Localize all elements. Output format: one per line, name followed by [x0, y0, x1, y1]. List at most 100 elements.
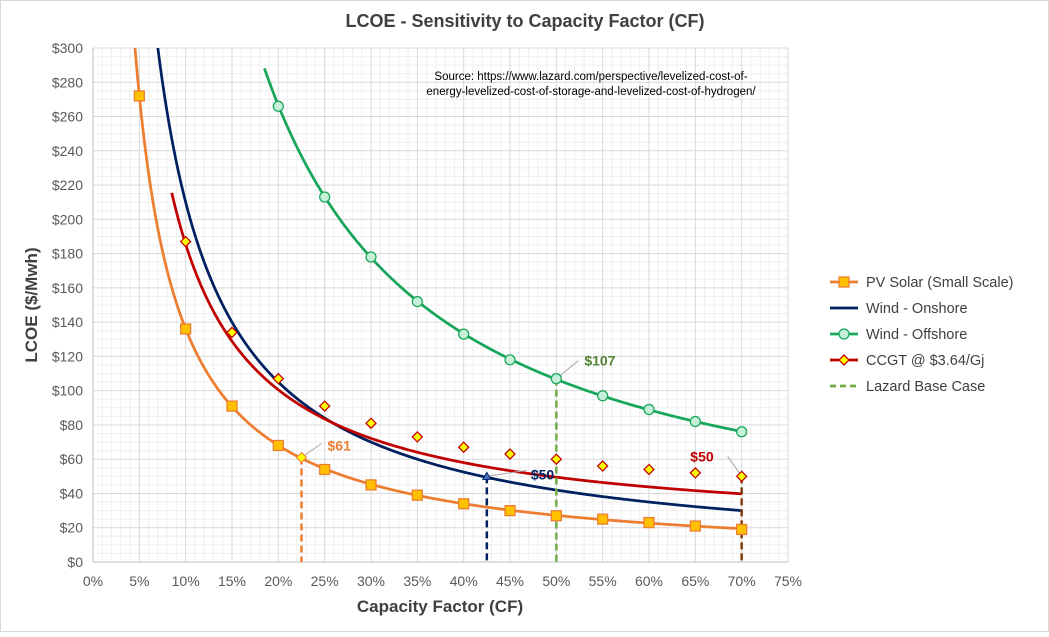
- data-point-marker: [736, 523, 748, 536]
- data-point-marker: [643, 463, 655, 476]
- legend-label: Lazard Base Case: [866, 379, 985, 395]
- y-tick-label: $60: [60, 451, 84, 467]
- x-tick-label: 60%: [635, 573, 663, 589]
- legend-label: Wind - Onshore: [866, 301, 968, 317]
- data-point-marker: [318, 400, 331, 412]
- data-point-marker: [226, 326, 238, 339]
- legend-marker: [838, 276, 850, 288]
- x-tick-label: 15%: [218, 573, 246, 589]
- x-tick-label: 10%: [172, 573, 200, 589]
- data-point-marker: [272, 372, 285, 385]
- base-case-annotations: $61 $50 $107 $50: [300, 353, 743, 562]
- series-line: [170, 192, 743, 496]
- y-tick-label: $140: [52, 314, 83, 330]
- series-markers: [133, 90, 748, 536]
- data-point-marker: [550, 373, 562, 385]
- data-point-marker: [689, 520, 701, 532]
- data-point-marker: [643, 516, 655, 529]
- y-tick-label: $80: [60, 417, 84, 433]
- x-tick-label: 45%: [496, 573, 524, 589]
- x-tick-label: 70%: [728, 573, 756, 589]
- source-text-line-1: Source: https://www.lazard.com/perspecti…: [434, 71, 747, 83]
- data-point-marker: [504, 354, 516, 366]
- legend-marker: [838, 328, 850, 340]
- data-point-marker: [504, 504, 516, 517]
- legend: PV Solar (Small Scale) Wind - Onshore Wind…: [830, 275, 1013, 395]
- data-point-marker: [736, 426, 748, 438]
- data-point-marker: [272, 439, 284, 452]
- y-tick-label: $300: [52, 40, 83, 56]
- data-point-marker: [411, 295, 423, 308]
- y-tick-label: $100: [52, 383, 83, 399]
- data-point-marker: [319, 191, 331, 203]
- base-case-value-label: $50: [690, 448, 714, 464]
- data-point-marker: [411, 431, 424, 443]
- legend-label: PV Solar (Small Scale): [866, 275, 1013, 291]
- base-case-value-label: $61: [328, 437, 352, 453]
- x-tick-label: 40%: [450, 573, 478, 589]
- legend-label: CCGT @ $3.64/Gj: [866, 353, 984, 369]
- base-case-value-label: $50: [531, 466, 555, 482]
- y-tick-label: $220: [52, 177, 83, 193]
- data-point-marker: [596, 460, 609, 472]
- y-tick-label: $20: [60, 520, 84, 536]
- y-tick-label: $120: [52, 348, 83, 364]
- y-tick-label: $160: [52, 280, 83, 296]
- data-point-marker: [550, 510, 562, 522]
- x-tick-label: 25%: [311, 573, 339, 589]
- data-point-marker: [689, 467, 702, 479]
- data-point-marker: [179, 235, 192, 248]
- x-tick-label: 20%: [264, 573, 292, 589]
- x-tick-label: 55%: [589, 573, 617, 589]
- base-case-point-marker: [481, 471, 492, 480]
- y-axis-label: LCOE ($/Mwh): [22, 247, 41, 362]
- y-tick-label: $240: [52, 143, 83, 159]
- data-point-marker: [457, 441, 470, 454]
- data-point-marker: [643, 403, 655, 416]
- y-tick-label: $0: [67, 554, 83, 570]
- data-point-marker: [365, 251, 377, 263]
- data-point-marker: [180, 323, 192, 335]
- data-point-marker: [226, 400, 238, 412]
- axes: 0% 5% 10% 15% 20% 25% 30% 35% 40% 45% 50% 55% 60% 65%…: [52, 40, 802, 589]
- gridlines: [92, 47, 789, 563]
- y-tick-label: $260: [52, 109, 83, 125]
- chart-title: LCOE - Sensitivity to Capacity Factor (C…: [345, 11, 704, 31]
- data-point-marker: [597, 513, 609, 525]
- series-line: [263, 67, 743, 433]
- y-tick-label: $180: [52, 246, 83, 262]
- base-case-value-label: $107: [584, 353, 615, 369]
- x-tick-label: 0%: [83, 573, 103, 589]
- source-text-line-2: energy-levelized-cost-of-storage-and-lev…: [426, 86, 756, 98]
- x-axis-label: Capacity Factor (CF): [357, 597, 523, 616]
- data-point-marker: [689, 415, 701, 428]
- x-tick-label: 75%: [774, 573, 802, 589]
- data-point-marker: [504, 448, 516, 460]
- x-tick-label: 50%: [542, 573, 570, 589]
- legend-marker: [838, 354, 850, 366]
- x-tick-label: 35%: [403, 573, 431, 589]
- data-point-marker: [133, 90, 145, 102]
- data-point-marker: [550, 453, 563, 466]
- series-line: [156, 48, 743, 512]
- x-tick-label: 5%: [129, 573, 149, 589]
- x-tick-label: 30%: [357, 573, 385, 589]
- data-point-marker: [411, 489, 423, 501]
- legend-label: Wind - Offshore: [866, 327, 967, 343]
- data-point-marker: [735, 470, 748, 483]
- callout-leader: [486, 469, 527, 477]
- data-point-marker: [272, 100, 284, 112]
- data-point-marker: [458, 498, 470, 510]
- y-tick-label: $200: [52, 211, 83, 227]
- data-point-marker: [365, 417, 377, 430]
- data-point-marker: [365, 479, 377, 491]
- y-tick-label: $40: [60, 485, 84, 501]
- data-point-marker: [597, 390, 609, 402]
- data-point-marker: [319, 463, 331, 476]
- data-point-marker: [458, 328, 470, 340]
- base-case-point-marker: [295, 451, 308, 464]
- x-tick-label: 65%: [681, 573, 709, 589]
